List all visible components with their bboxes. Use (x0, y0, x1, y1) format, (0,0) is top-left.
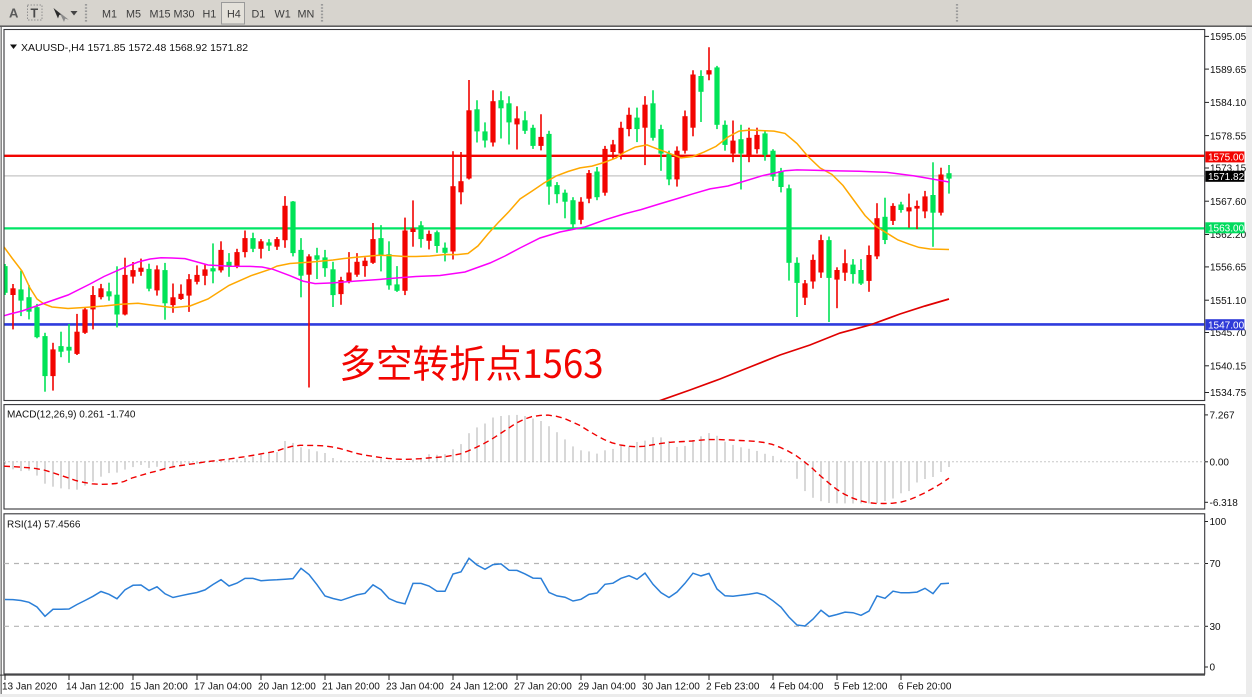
svg-text:1545.70: 1545.70 (1210, 328, 1247, 339)
svg-text:100: 100 (1210, 517, 1227, 528)
svg-text:5 Feb 12:00: 5 Feb 12:00 (834, 682, 888, 693)
svg-text:70: 70 (1210, 559, 1222, 570)
svg-text:H4: H4 (227, 9, 241, 21)
svg-text:30 Jan 12:00: 30 Jan 12:00 (642, 682, 700, 693)
svg-text:M30: M30 (174, 9, 195, 21)
svg-text:1562.20: 1562.20 (1210, 230, 1247, 241)
svg-text:15 Jan 20:00: 15 Jan 20:00 (130, 682, 188, 693)
svg-text:M15: M15 (150, 9, 171, 21)
svg-text:2 Feb 23:00: 2 Feb 23:00 (706, 682, 760, 693)
svg-text:H1: H1 (203, 9, 217, 21)
svg-text:1540.15: 1540.15 (1210, 362, 1247, 373)
svg-text:23 Jan 04:00: 23 Jan 04:00 (386, 682, 444, 693)
svg-text:M1: M1 (102, 9, 117, 21)
svg-text:MACD(12,26,9) 0.261 -1.740: MACD(12,26,9) 0.261 -1.740 (7, 409, 136, 420)
svg-text:RSI(14) 57.4566: RSI(14) 57.4566 (7, 519, 81, 530)
svg-text:1551.10: 1551.10 (1210, 296, 1247, 307)
svg-text:1575.00: 1575.00 (1208, 153, 1245, 164)
svg-text:30: 30 (1210, 622, 1222, 633)
svg-text:MN: MN (298, 9, 315, 21)
svg-text:1547.00: 1547.00 (1208, 321, 1245, 332)
svg-text:1563.00: 1563.00 (1208, 224, 1245, 235)
svg-text:T: T (31, 7, 39, 21)
svg-text:1578.55: 1578.55 (1210, 131, 1247, 142)
svg-text:XAUUSD-,H4 1571.85 1572.48 15: XAUUSD-,H4 1571.85 1572.48 1568.92 1571.… (21, 42, 248, 54)
svg-text:13 Jan 2020: 13 Jan 2020 (2, 682, 57, 693)
svg-text:20 Jan 12:00: 20 Jan 12:00 (258, 682, 316, 693)
svg-text:24 Jan 12:00: 24 Jan 12:00 (450, 682, 508, 693)
svg-text:W1: W1 (275, 9, 291, 21)
svg-text:1584.10: 1584.10 (1210, 98, 1247, 109)
svg-text:1589.65: 1589.65 (1210, 65, 1247, 76)
svg-text:1556.65: 1556.65 (1210, 263, 1247, 274)
svg-text:6 Feb 20:00: 6 Feb 20:00 (898, 682, 952, 693)
svg-text:A: A (9, 6, 19, 21)
svg-text:27 Jan 20:00: 27 Jan 20:00 (514, 682, 572, 693)
svg-text:1573.15: 1573.15 (1210, 164, 1247, 175)
svg-text:M5: M5 (126, 9, 141, 21)
svg-text:7.267: 7.267 (1210, 411, 1235, 422)
svg-text:14 Jan 12:00: 14 Jan 12:00 (66, 682, 124, 693)
svg-text:D1: D1 (252, 9, 266, 21)
svg-text:21 Jan 20:00: 21 Jan 20:00 (322, 682, 380, 693)
svg-text:1571.82: 1571.82 (1208, 172, 1245, 183)
svg-text:1595.05: 1595.05 (1210, 32, 1247, 43)
svg-text:29 Jan 04:00: 29 Jan 04:00 (578, 682, 636, 693)
svg-text:1534.75: 1534.75 (1210, 388, 1247, 399)
svg-text:0: 0 (1210, 663, 1216, 674)
svg-text:17 Jan 04:00: 17 Jan 04:00 (194, 682, 252, 693)
svg-text:0.00: 0.00 (1210, 458, 1230, 469)
svg-text:4 Feb 04:00: 4 Feb 04:00 (770, 682, 824, 693)
svg-text:-6.318: -6.318 (1210, 498, 1239, 509)
svg-text:1567.60: 1567.60 (1210, 197, 1247, 208)
